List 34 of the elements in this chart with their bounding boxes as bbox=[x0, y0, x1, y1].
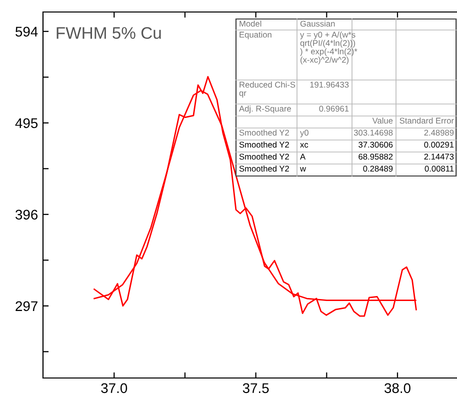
annotation: 0.96961 bbox=[319, 106, 349, 112]
annotation: 0.00811 bbox=[424, 166, 454, 172]
annotation: Model bbox=[240, 20, 262, 27]
annotation: Adj. R-Square bbox=[239, 106, 291, 114]
y-tick-label: 396 bbox=[16, 210, 38, 220]
annotation: Smoothed Y2 bbox=[239, 166, 289, 172]
annotation: 191.96433 bbox=[310, 82, 349, 88]
annotation: Equation bbox=[240, 32, 272, 40]
annotation: Smoothed Y2 bbox=[239, 142, 289, 148]
x-tick-label: 37.5 bbox=[242, 383, 269, 394]
y-tick-label: 594 bbox=[16, 26, 38, 37]
annotation: Gaussian bbox=[300, 20, 335, 27]
annotation: 303.14698 bbox=[354, 130, 393, 136]
annotation: y = y0 + A/(w*s qrt(PI/(4*ln(2))) ) * exp(-4*ln(2)* (x-xc)^2/w^2) bbox=[300, 32, 358, 64]
x-tick-label: 38.0 bbox=[384, 383, 410, 394]
annotation: 68.95882 bbox=[358, 154, 393, 160]
annotation: 0.00291 bbox=[424, 142, 454, 148]
annotation: 2.14473 bbox=[424, 154, 454, 160]
x-tick-label: 37.0 bbox=[101, 383, 128, 394]
annotation: Smoothed Y2 bbox=[239, 154, 289, 160]
annotation: 37.30606 bbox=[358, 142, 393, 148]
text: FWHM 5% Cu bbox=[56, 27, 161, 39]
annotation: 2.48989 bbox=[424, 130, 454, 136]
annotation: Value bbox=[372, 118, 393, 124]
y-tick-label: 495 bbox=[15, 118, 38, 128]
annotation: Reduced Chi-S qr bbox=[239, 82, 296, 98]
annotation: y0 bbox=[300, 130, 308, 138]
annotation: Standard Error bbox=[400, 118, 454, 124]
y-tick-label: 297 bbox=[16, 301, 38, 312]
annotation: w bbox=[300, 167, 306, 172]
annotation: A bbox=[300, 154, 306, 160]
annotation: xc bbox=[300, 143, 308, 148]
annotation: Smoothed Y2 bbox=[239, 130, 289, 136]
annotation: 0.28489 bbox=[363, 166, 393, 172]
